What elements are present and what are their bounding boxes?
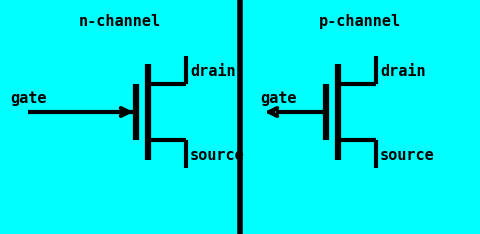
- Text: gate: gate: [10, 91, 47, 106]
- Text: source: source: [190, 148, 245, 163]
- Text: gate: gate: [260, 91, 297, 106]
- Text: drain: drain: [380, 64, 426, 79]
- Text: source: source: [380, 148, 435, 163]
- Text: n-channel: n-channel: [79, 14, 161, 29]
- Text: drain: drain: [190, 64, 236, 79]
- Text: p-channel: p-channel: [319, 14, 401, 29]
